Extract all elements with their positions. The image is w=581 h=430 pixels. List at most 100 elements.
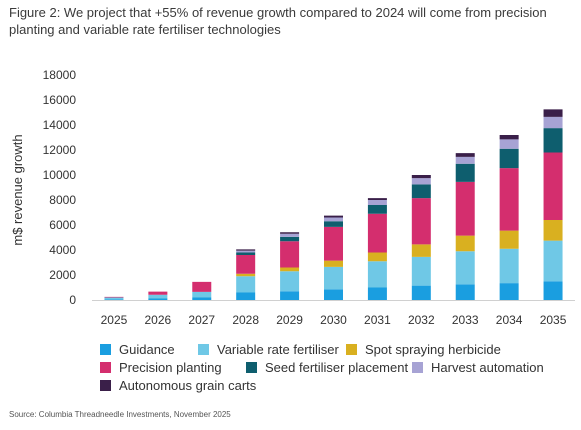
y-axis: 0 2000 4000 6000 8000 10000 12000 14000 16000 180… xyxy=(43,68,77,307)
bar-segment xyxy=(280,233,300,237)
bar-segment xyxy=(499,135,519,140)
legend-item: Guidance xyxy=(100,342,175,357)
bar-segment xyxy=(280,267,300,272)
y-tick-label: 8000 xyxy=(49,193,76,207)
legend-label: Guidance xyxy=(119,342,175,357)
bar-segment xyxy=(324,266,343,290)
bar-segment xyxy=(543,220,563,241)
bar-segment xyxy=(499,230,519,249)
bar-segment xyxy=(236,255,256,274)
x-tick-label: 2030 xyxy=(320,313,347,327)
bar-segment xyxy=(104,297,124,300)
x-tick-label: 2028 xyxy=(232,313,259,327)
bar-segment xyxy=(324,289,343,300)
y-tick-label: 18000 xyxy=(43,68,77,82)
y-tick-label: 2000 xyxy=(49,268,76,282)
bar-segment xyxy=(280,232,300,234)
y-tick-label: 6000 xyxy=(49,218,76,232)
legend-item: Autonomous grain carts xyxy=(100,378,256,393)
x-tick-label: 2029 xyxy=(276,313,303,327)
bar-segment xyxy=(411,184,431,199)
legend-swatch xyxy=(100,344,111,355)
bar-segment xyxy=(148,298,168,300)
bar-segment xyxy=(367,252,387,262)
legend-swatch xyxy=(246,362,257,373)
bar-segment xyxy=(148,294,168,299)
bar-segment xyxy=(192,291,212,298)
bar-segment xyxy=(280,236,300,242)
legend-swatch xyxy=(100,380,111,391)
bar-segment xyxy=(324,215,343,218)
x-tick-label: 2033 xyxy=(452,313,479,327)
bar-segment xyxy=(499,248,519,284)
bar-segment xyxy=(543,116,563,129)
y-tick-label: 4000 xyxy=(49,243,76,257)
bar-segment xyxy=(104,299,124,300)
y-tick-label: 12000 xyxy=(43,143,77,157)
bar-segment xyxy=(455,163,475,182)
bar-segment xyxy=(367,287,387,300)
x-tick-label: 2031 xyxy=(364,313,391,327)
legend-item: Spot spraying herbicide xyxy=(346,342,501,357)
bar-segment xyxy=(236,292,256,300)
x-tick-label: 2034 xyxy=(496,313,523,327)
bar-segment xyxy=(455,181,475,236)
legend-swatch xyxy=(412,362,423,373)
bar-segment xyxy=(236,252,256,255)
bar-segment xyxy=(543,281,563,300)
legend-item: Seed fertiliser placement xyxy=(246,360,408,375)
bar-segment xyxy=(455,251,475,285)
legend-label: Spot spraying herbicide xyxy=(365,342,501,357)
bar-segment xyxy=(236,276,256,293)
x-tick-label: 2027 xyxy=(188,313,215,327)
bar-segment xyxy=(543,240,563,282)
bar-segment xyxy=(499,168,519,231)
bar-segment xyxy=(411,285,431,300)
bar-segment xyxy=(455,284,475,300)
legend-swatch xyxy=(100,362,111,373)
bar-segment xyxy=(543,109,563,117)
bar-segment xyxy=(104,296,124,298)
bar-segment xyxy=(543,128,563,153)
y-tick-label: 14000 xyxy=(43,118,77,132)
bar-segment xyxy=(411,198,431,245)
bar-segment xyxy=(280,241,300,268)
bar-segment xyxy=(236,273,256,277)
legend-label: Autonomous grain carts xyxy=(119,378,257,393)
legend-swatch xyxy=(346,344,357,355)
bar-segment xyxy=(280,291,300,300)
bar-segment xyxy=(192,297,212,300)
legend-label: Seed fertiliser placement xyxy=(265,360,409,375)
legend-label: Variable rate fertiliser xyxy=(217,342,339,357)
y-tick-label: 10000 xyxy=(43,168,77,182)
bar-segment xyxy=(367,261,387,288)
legend-swatch xyxy=(198,344,209,355)
x-tick-label: 2032 xyxy=(408,313,435,327)
legend-label: Harvest automation xyxy=(431,360,544,375)
x-tick-label: 2026 xyxy=(145,313,172,327)
legend-label: Precision planting xyxy=(119,360,222,375)
bar-segment xyxy=(324,226,343,261)
bar-segment xyxy=(367,198,387,200)
bar-segment xyxy=(499,283,519,300)
bar-segment xyxy=(411,256,431,286)
y-tick-label: 0 xyxy=(69,293,76,307)
bar-segment xyxy=(367,200,387,205)
legend-item: Harvest automation xyxy=(412,360,544,375)
legend-item: Precision planting xyxy=(100,360,222,375)
bar-segment xyxy=(455,156,475,164)
bar-segment xyxy=(324,260,343,267)
y-tick-label: 16000 xyxy=(43,93,77,107)
bar-segment xyxy=(367,213,387,253)
bar-segment xyxy=(411,244,431,257)
bar-segment xyxy=(367,205,387,214)
bar-segment xyxy=(411,178,431,185)
bar-segment xyxy=(455,153,475,157)
source-note: Source: Columbia Threadneedle Investment… xyxy=(9,410,231,419)
bar-segment xyxy=(499,139,519,149)
x-axis: 2025 2026 2027 2028 2029 2030 2031 2032 2033 2034… xyxy=(101,313,567,327)
bar-segment xyxy=(280,271,300,292)
chart-title: Figure 2: We project that +55% of revenu… xyxy=(9,5,547,37)
x-tick-label: 2025 xyxy=(101,313,128,327)
bar-segment xyxy=(148,291,168,295)
